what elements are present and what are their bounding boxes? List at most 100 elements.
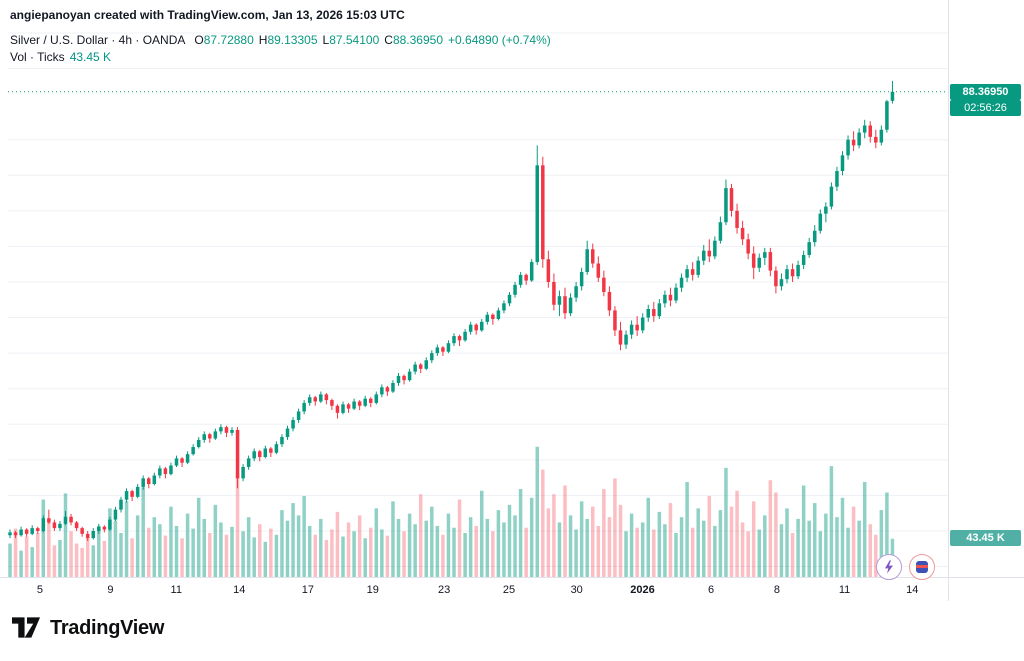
time-axis-label: 14: [906, 584, 919, 596]
volume-bar: [452, 527, 456, 577]
volume-label[interactable]: Vol · Ticks: [10, 49, 65, 64]
volume-bar: [846, 527, 850, 577]
volume-bar: [596, 525, 601, 577]
candle-body: [790, 269, 795, 277]
candle-body: [563, 296, 567, 314]
candle-body: [169, 465, 173, 475]
volume-bar: [862, 481, 867, 577]
time-axis-label: 23: [438, 584, 451, 596]
candle-body: [324, 394, 329, 401]
volume-bar: [552, 494, 556, 577]
candle-body: [369, 398, 373, 403]
candle-body: [202, 434, 206, 440]
close-value: 88.36950: [392, 32, 443, 47]
volume-bar: [546, 508, 551, 577]
candle-body: [396, 375, 401, 384]
volume-bar: [657, 511, 662, 577]
candle-body: [335, 405, 340, 413]
candle-body: [452, 336, 456, 344]
candle-body: [280, 437, 284, 445]
candle-body: [474, 324, 478, 331]
volume-bar: [463, 533, 467, 577]
volume-bar: [8, 543, 12, 577]
candle-body: [252, 451, 256, 459]
candle-body: [574, 286, 578, 298]
candle-body: [768, 252, 773, 271]
volume-bar: [418, 494, 423, 577]
volume-bar: [274, 534, 279, 577]
volume-bar: [330, 529, 334, 577]
symbol-title[interactable]: Silver / U.S. Dollar · 4h · OANDA: [10, 32, 186, 47]
volume-bar: [80, 547, 84, 577]
volume-bar: [19, 550, 23, 577]
candle-body: [230, 429, 234, 433]
candle-body: [724, 188, 728, 223]
candle-body: [296, 411, 301, 421]
flag-icon: [916, 561, 928, 573]
candle-body: [319, 394, 323, 402]
candle-body: [430, 353, 434, 361]
candle-body: [91, 530, 95, 539]
candle-body: [613, 310, 617, 331]
candle-body: [685, 269, 689, 278]
tradingview-brand[interactable]: TradingView: [12, 617, 164, 640]
volume-bar: [785, 508, 789, 577]
volume-bar: [163, 535, 168, 577]
candle-body: [735, 210, 739, 228]
candle-body: [818, 213, 823, 231]
boost-button[interactable]: [876, 554, 902, 580]
close-label: C: [384, 32, 393, 47]
volume-bar: [591, 506, 595, 577]
volume-bar: [202, 518, 206, 577]
candle-body: [591, 249, 595, 264]
volume-bar: [352, 531, 356, 577]
candle-body: [235, 429, 240, 479]
candle-body: [646, 309, 650, 318]
volume-bar: [380, 529, 384, 577]
candle-body: [807, 242, 811, 255]
candle-body: [407, 371, 412, 381]
attribution-text: angiepanoyan created with TradingView.co…: [10, 8, 405, 22]
volume-bar: [158, 524, 162, 577]
volume-bar: [813, 503, 817, 577]
time-axis-label: 9: [107, 584, 114, 596]
tradingview-logo-icon: [12, 617, 41, 638]
candle-body: [668, 294, 673, 301]
candle-body: [851, 139, 856, 146]
candle-body: [557, 296, 562, 305]
volume-bar: [307, 525, 312, 577]
volume-bar: [563, 485, 567, 577]
volume-bar: [180, 538, 184, 577]
volume-bar: [396, 518, 401, 577]
ohlc-high: H89.13305: [259, 33, 318, 47]
candle-body: [357, 401, 362, 406]
volume-bar: [607, 517, 612, 577]
time-axis-label: 8: [773, 584, 780, 596]
time-axis-label: 17: [301, 584, 314, 596]
chart-legend: Silver / U.S. Dollar · 4h · OANDA O87.72…: [10, 31, 551, 65]
candle-body: [718, 222, 723, 241]
volume-bar: [63, 493, 68, 577]
candle-body: [774, 270, 778, 287]
candle-body: [751, 253, 756, 268]
candle-body: [480, 321, 484, 331]
change-value: +0.64890 (+0.74%): [448, 32, 551, 47]
candle-body: [674, 287, 678, 301]
time-axis[interactable]: 5 9 11 14 17 19 23 25 30 2026 6 8 11 14: [0, 578, 948, 602]
volume-bar: [535, 446, 539, 577]
volume-bar: [391, 501, 395, 577]
candle-body: [707, 250, 712, 257]
candle-body: [147, 478, 151, 485]
volume-bar: [807, 520, 811, 577]
volume-bar: [713, 525, 717, 577]
volume-bar: [690, 527, 695, 577]
volume-bar: [857, 520, 861, 577]
candle-body: [69, 516, 73, 523]
candle-body: [224, 427, 229, 433]
candle-body: [130, 491, 134, 497]
candle-body: [291, 420, 295, 429]
volume-bar: [102, 540, 107, 577]
volume-bar: [174, 525, 179, 577]
reaction-button[interactable]: [909, 554, 935, 580]
